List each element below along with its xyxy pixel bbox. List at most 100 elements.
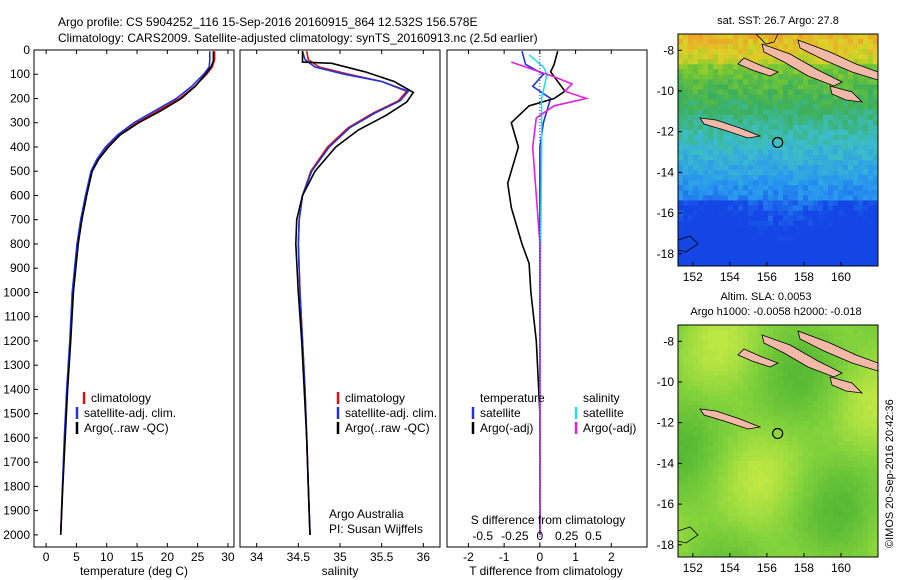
heatmap-cell bbox=[748, 375, 754, 382]
legend-label-s-argo: Argo(-adj) bbox=[583, 421, 636, 435]
heatmap-cell bbox=[778, 260, 784, 266]
heatmap-cell bbox=[868, 446, 874, 452]
heatmap-cell bbox=[778, 185, 784, 191]
heatmap-cell bbox=[718, 79, 724, 86]
heatmap-cell bbox=[723, 400, 729, 407]
heatmap-cell bbox=[708, 415, 714, 422]
heatmap-cell bbox=[803, 139, 809, 146]
heatmap-cell bbox=[758, 335, 764, 341]
heatmap-cell bbox=[738, 255, 744, 262]
heatmap-cell bbox=[738, 89, 744, 96]
heatmap-cell bbox=[848, 49, 854, 55]
heatmap-cell bbox=[853, 89, 859, 96]
heatmap-cell bbox=[738, 441, 744, 447]
heatmap-cell bbox=[843, 335, 849, 341]
temperature-panel: 0 5 10 15 20 25 30 010020030040050060070080090… bbox=[3, 43, 235, 578]
heatmap-cell bbox=[738, 461, 744, 467]
heatmap-cell bbox=[713, 536, 719, 543]
heatmap-cell bbox=[743, 104, 749, 111]
heatmap-cell bbox=[738, 124, 744, 131]
heatmap-cell bbox=[808, 139, 814, 146]
heatmap-cell bbox=[793, 380, 799, 387]
heatmap-cell bbox=[868, 506, 874, 513]
heatmap-cell bbox=[763, 375, 769, 382]
x-tick-label: 34 bbox=[250, 550, 264, 564]
heatmap-cell bbox=[823, 501, 829, 508]
heatmap-cell bbox=[733, 330, 739, 336]
heatmap-cell bbox=[733, 380, 739, 387]
heatmap-cell bbox=[848, 400, 854, 407]
heatmap-cell bbox=[698, 506, 704, 513]
heatmap-cell bbox=[723, 155, 729, 161]
heatmap-cell bbox=[683, 481, 689, 487]
heatmap-cell bbox=[743, 139, 749, 146]
heatmap-cell bbox=[803, 185, 809, 191]
heatmap-cell bbox=[858, 34, 864, 40]
heatmap-cell bbox=[788, 235, 794, 242]
heatmap-cell bbox=[828, 139, 834, 146]
heatmap-cell bbox=[758, 109, 764, 116]
heatmap-cell bbox=[848, 225, 854, 232]
heatmap-cell bbox=[723, 54, 729, 60]
heatmap-cell bbox=[768, 104, 774, 111]
heatmap-cell bbox=[728, 144, 734, 151]
heatmap-cell bbox=[803, 491, 809, 498]
heatmap-cell bbox=[778, 446, 784, 452]
heatmap-cell bbox=[818, 355, 824, 361]
heatmap-cell bbox=[873, 481, 878, 487]
heatmap-cell bbox=[788, 74, 794, 80]
heatmap-cell bbox=[758, 365, 764, 371]
heatmap-cell bbox=[758, 185, 764, 191]
heatmap-cell bbox=[703, 355, 709, 361]
heatmap-cell bbox=[728, 456, 734, 462]
heatmap-cell bbox=[853, 441, 859, 447]
heatmap-cell bbox=[833, 94, 839, 101]
heatmap-cell bbox=[683, 420, 689, 427]
heatmap-cell bbox=[728, 330, 734, 336]
heatmap-cell bbox=[748, 526, 754, 533]
heatmap-cell bbox=[738, 170, 744, 176]
heatmap-cell bbox=[688, 144, 694, 151]
heatmap-cell bbox=[808, 531, 814, 538]
heatmap-cell bbox=[803, 415, 809, 422]
heatmap-cell bbox=[713, 511, 719, 518]
heatmap-cell bbox=[713, 185, 719, 191]
heatmap-cell bbox=[733, 205, 739, 212]
heatmap-cell bbox=[788, 69, 794, 75]
heatmap-cell bbox=[863, 375, 869, 382]
heatmap-cell bbox=[853, 456, 859, 462]
heatmap-cell bbox=[728, 225, 734, 232]
heatmap-cell bbox=[753, 144, 759, 151]
heatmap-cell bbox=[748, 124, 754, 131]
heatmap-cell bbox=[783, 104, 789, 111]
heatmap-cell bbox=[798, 441, 804, 447]
heatmap-cell bbox=[813, 79, 819, 86]
heatmap-cell bbox=[693, 441, 699, 447]
heatmap-cell bbox=[743, 150, 749, 156]
heatmap-cell bbox=[703, 190, 709, 196]
heatmap-cell bbox=[688, 250, 694, 257]
heatmap-cell bbox=[803, 180, 809, 186]
credit-org: Argo Australia bbox=[329, 507, 404, 521]
heatmap-cell bbox=[698, 521, 704, 528]
heatmap-cell bbox=[718, 340, 724, 346]
heatmap-cell bbox=[833, 34, 839, 40]
heatmap-cell bbox=[863, 400, 869, 407]
heatmap-cell bbox=[708, 340, 714, 346]
heatmap-cell bbox=[728, 536, 734, 543]
heatmap-cell bbox=[793, 531, 799, 538]
heatmap-cell bbox=[868, 456, 874, 462]
heatmap-cell bbox=[788, 526, 794, 533]
heatmap-cell bbox=[763, 134, 769, 141]
heatmap-cell bbox=[793, 225, 799, 232]
x-tick-label: 0 bbox=[537, 550, 544, 564]
heatmap-cell bbox=[708, 365, 714, 371]
heatmap-cell bbox=[768, 250, 774, 257]
heatmap-cell bbox=[843, 79, 849, 86]
heatmap-cell bbox=[843, 511, 849, 518]
heatmap-cell bbox=[808, 104, 814, 111]
heatmap-cell bbox=[738, 195, 744, 202]
heatmap-cell bbox=[813, 496, 819, 503]
heatmap-cell bbox=[773, 240, 779, 247]
heatmap-cell bbox=[823, 124, 829, 131]
